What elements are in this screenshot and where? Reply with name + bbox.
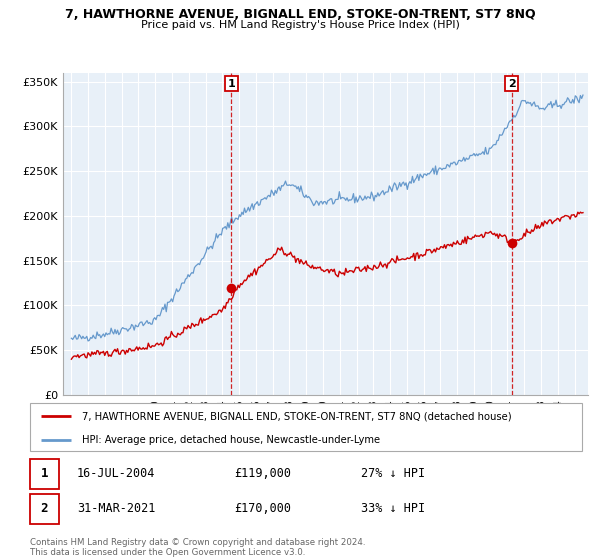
Bar: [30, 494, 59, 524]
Text: 1: 1: [41, 468, 48, 480]
Text: 16-JUL-2004: 16-JUL-2004: [77, 468, 155, 480]
Text: 1: 1: [227, 78, 235, 88]
Text: £170,000: £170,000: [234, 502, 291, 515]
Text: 31-MAR-2021: 31-MAR-2021: [77, 502, 155, 515]
Text: 2: 2: [508, 78, 515, 88]
Text: 7, HAWTHORNE AVENUE, BIGNALL END, STOKE-ON-TRENT, ST7 8NQ: 7, HAWTHORNE AVENUE, BIGNALL END, STOKE-…: [65, 8, 535, 21]
Text: 2: 2: [41, 502, 48, 515]
Text: 7, HAWTHORNE AVENUE, BIGNALL END, STOKE-ON-TRENT, ST7 8NQ (detached house): 7, HAWTHORNE AVENUE, BIGNALL END, STOKE-…: [82, 411, 512, 421]
Text: HPI: Average price, detached house, Newcastle-under-Lyme: HPI: Average price, detached house, Newc…: [82, 435, 380, 445]
Text: Price paid vs. HM Land Registry's House Price Index (HPI): Price paid vs. HM Land Registry's House …: [140, 20, 460, 30]
Bar: [30, 459, 59, 488]
Text: 33% ↓ HPI: 33% ↓ HPI: [361, 502, 425, 515]
Text: 27% ↓ HPI: 27% ↓ HPI: [361, 468, 425, 480]
Text: Contains HM Land Registry data © Crown copyright and database right 2024.
This d: Contains HM Land Registry data © Crown c…: [30, 538, 365, 557]
Text: £119,000: £119,000: [234, 468, 291, 480]
